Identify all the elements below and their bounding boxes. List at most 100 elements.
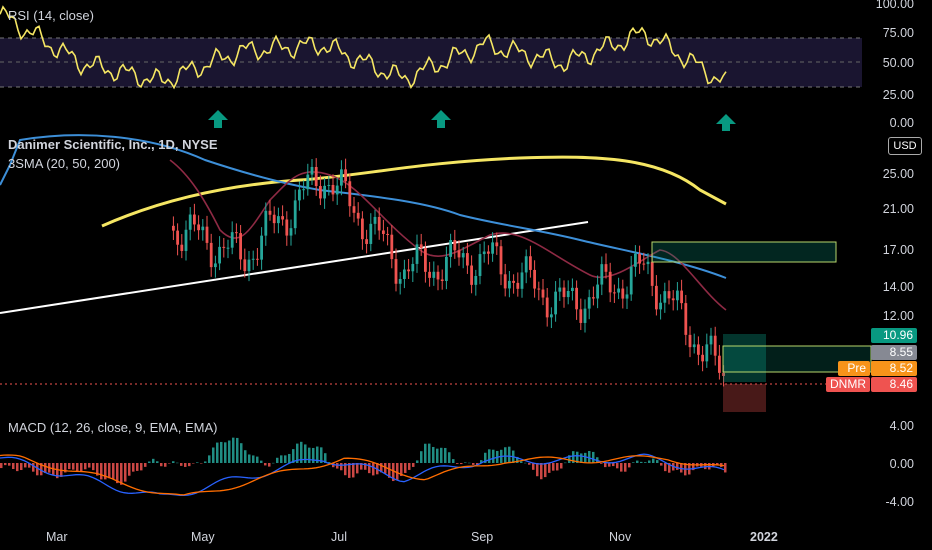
candle-body bbox=[697, 344, 700, 355]
candle-body bbox=[361, 218, 364, 240]
macd-bar bbox=[352, 463, 355, 478]
candle-body bbox=[524, 256, 528, 273]
macd-bar bbox=[616, 463, 619, 469]
macd-bar bbox=[568, 455, 571, 463]
candle-body bbox=[541, 289, 545, 298]
candle-body bbox=[398, 279, 402, 284]
candle-body bbox=[331, 184, 335, 195]
macd-bar bbox=[240, 443, 243, 463]
price-axis-tick: 12.00 bbox=[882, 309, 914, 323]
resistance-zone[interactable] bbox=[651, 241, 837, 263]
macd-bar bbox=[120, 463, 123, 485]
candle-body bbox=[365, 239, 368, 244]
macd-bar bbox=[312, 447, 315, 463]
macd-axis-tick: 0.00 bbox=[889, 457, 914, 471]
candle-body bbox=[495, 242, 499, 247]
macd-bar bbox=[196, 462, 199, 463]
candle-body bbox=[260, 235, 263, 260]
macd-bar bbox=[168, 463, 171, 464]
macd-bar bbox=[384, 463, 387, 474]
x-axis-tick: Sep bbox=[471, 530, 494, 544]
candle-body bbox=[491, 242, 494, 254]
x-axis-tick: 2022 bbox=[750, 530, 778, 544]
macd-bar bbox=[80, 463, 83, 473]
macd-bar bbox=[544, 463, 547, 478]
candle-body bbox=[529, 256, 532, 270]
macd-bar bbox=[632, 462, 635, 463]
macd-bar bbox=[304, 444, 307, 463]
macd-bar bbox=[100, 463, 103, 480]
candle-body bbox=[218, 246, 221, 264]
candle-body bbox=[634, 253, 637, 267]
candle-body bbox=[298, 189, 301, 201]
candle-body bbox=[226, 247, 230, 249]
macd-bar bbox=[664, 463, 667, 472]
candle-body bbox=[281, 216, 284, 220]
candle-body bbox=[487, 251, 490, 254]
candle-body bbox=[235, 232, 238, 234]
candle-body bbox=[596, 284, 599, 299]
macd-bar bbox=[296, 443, 299, 463]
macd-bar bbox=[96, 463, 99, 476]
macd-histogram bbox=[0, 437, 727, 485]
candle-body bbox=[272, 214, 276, 224]
candle-body bbox=[684, 303, 688, 335]
macd-bar bbox=[148, 461, 151, 463]
macd-bar bbox=[576, 451, 579, 463]
macd-bar bbox=[344, 463, 347, 476]
candle-body bbox=[289, 228, 293, 236]
candle-body bbox=[705, 344, 709, 362]
sma200-line bbox=[101, 155, 727, 228]
candle-body bbox=[340, 169, 343, 186]
candle-body bbox=[558, 287, 562, 292]
macd-bar bbox=[320, 447, 323, 463]
candle-body bbox=[461, 253, 465, 258]
macd-bar bbox=[116, 463, 119, 484]
macd-bar bbox=[704, 463, 707, 470]
macd-bar bbox=[508, 446, 511, 463]
sma50-line bbox=[0, 134, 727, 279]
macd-bar bbox=[600, 463, 603, 464]
currency-button[interactable]: USD bbox=[888, 137, 922, 155]
macd-bar bbox=[528, 463, 531, 465]
candle-body bbox=[621, 288, 625, 299]
macd-bar bbox=[236, 437, 239, 463]
candle-body bbox=[478, 254, 482, 276]
macd-bar bbox=[124, 463, 127, 482]
candle-body bbox=[256, 258, 259, 260]
mid-price-tag: 8.55 bbox=[871, 345, 917, 360]
candle-body bbox=[629, 266, 633, 295]
macd-bar bbox=[216, 442, 219, 463]
candle-body bbox=[230, 232, 234, 248]
target-zone[interactable] bbox=[723, 334, 766, 382]
macd-bar bbox=[264, 463, 267, 466]
macd-bar bbox=[524, 462, 527, 464]
macd-bar bbox=[608, 463, 611, 467]
candle-body bbox=[285, 219, 289, 236]
candle-body bbox=[319, 186, 322, 199]
macd-bar bbox=[484, 452, 487, 463]
candle-body bbox=[579, 309, 583, 323]
macd-bar bbox=[488, 449, 491, 463]
candle-body bbox=[193, 214, 196, 225]
stop-zone[interactable] bbox=[723, 384, 766, 412]
candle-body bbox=[419, 244, 423, 249]
macd-bar bbox=[24, 463, 27, 468]
candle-body bbox=[445, 256, 448, 282]
x-axis-tick: May bbox=[191, 530, 215, 544]
candle-body bbox=[264, 210, 268, 236]
macd-bar bbox=[68, 463, 71, 470]
pre-price-tag: 8.52 bbox=[871, 361, 917, 376]
candle-body bbox=[314, 166, 318, 187]
candle-body bbox=[533, 269, 536, 289]
macd-axis-tick: 4.00 bbox=[889, 419, 914, 433]
x-axis-tick: Nov bbox=[609, 530, 632, 544]
candle-body bbox=[680, 290, 683, 304]
candle-body bbox=[428, 271, 431, 278]
candle-body bbox=[403, 269, 406, 280]
price-axis-tick: 17.00 bbox=[882, 243, 914, 257]
macd-bar bbox=[644, 462, 647, 463]
macd-bar bbox=[280, 455, 283, 463]
macd-bar bbox=[316, 446, 319, 463]
